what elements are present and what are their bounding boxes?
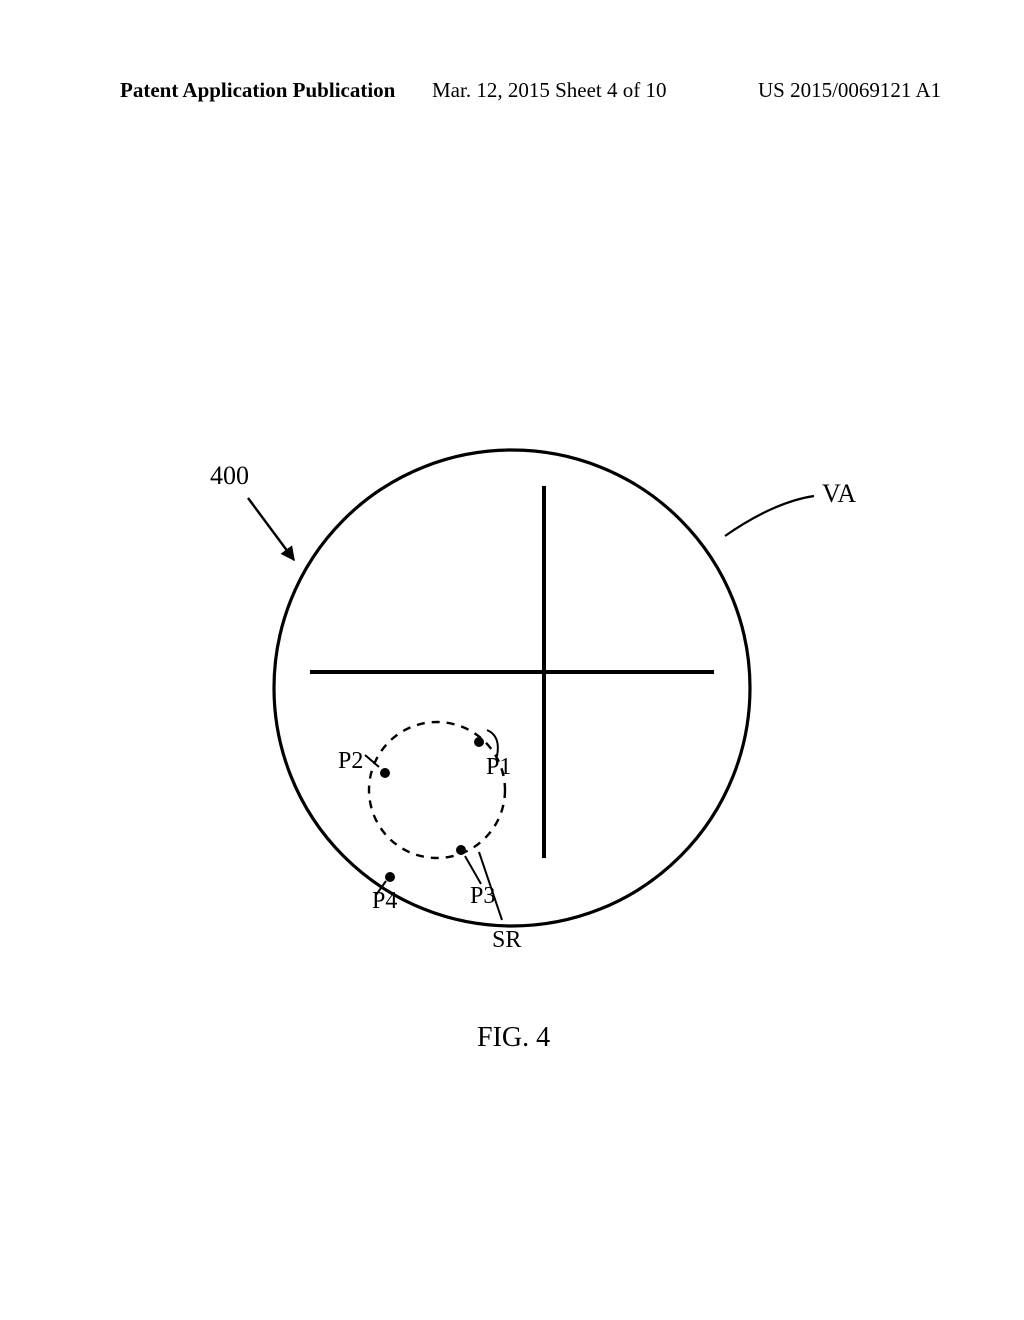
svg-text:SR: SR [492,927,521,953]
svg-text:400: 400 [210,461,249,490]
svg-text:P1: P1 [486,754,511,780]
figure-caption: FIG. 4 [477,1022,550,1054]
svg-text:VA: VA [822,479,856,508]
svg-text:P4: P4 [372,888,397,914]
figure-svg: P1P2P3P4VA400SR [0,0,1024,1320]
svg-text:P2: P2 [338,748,363,774]
figure-4: P1P2P3P4VA400SR [0,0,1024,1320]
